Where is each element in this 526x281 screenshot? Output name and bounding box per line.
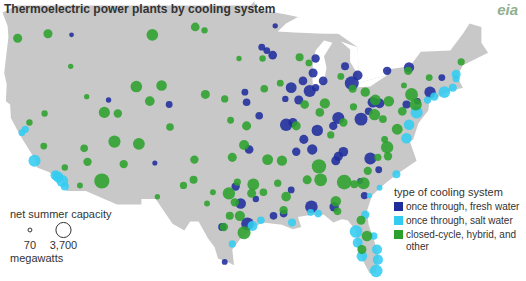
html-text:closed-cycle, hybrid, and othe: closed-cycle, hybrid, and other: [406, 229, 517, 252]
html-text:once through, fresh water: once through, fresh water: [406, 201, 520, 212]
html-text:type of cooling system: type of cooling system: [394, 186, 503, 198]
html-text:eia: eia: [497, 1, 518, 18]
html-text:net summer capacity: net summer capacity: [10, 208, 112, 220]
svg-text:3,700: 3,700: [50, 239, 78, 251]
svg-text:70: 70: [24, 239, 36, 251]
html-text:Thermoelectric power plants by: Thermoelectric power plants by cooling s…: [4, 2, 276, 16]
html-text:once through, salt water: once through, salt water: [406, 215, 513, 226]
html-text:megawatts: megawatts: [10, 252, 64, 264]
